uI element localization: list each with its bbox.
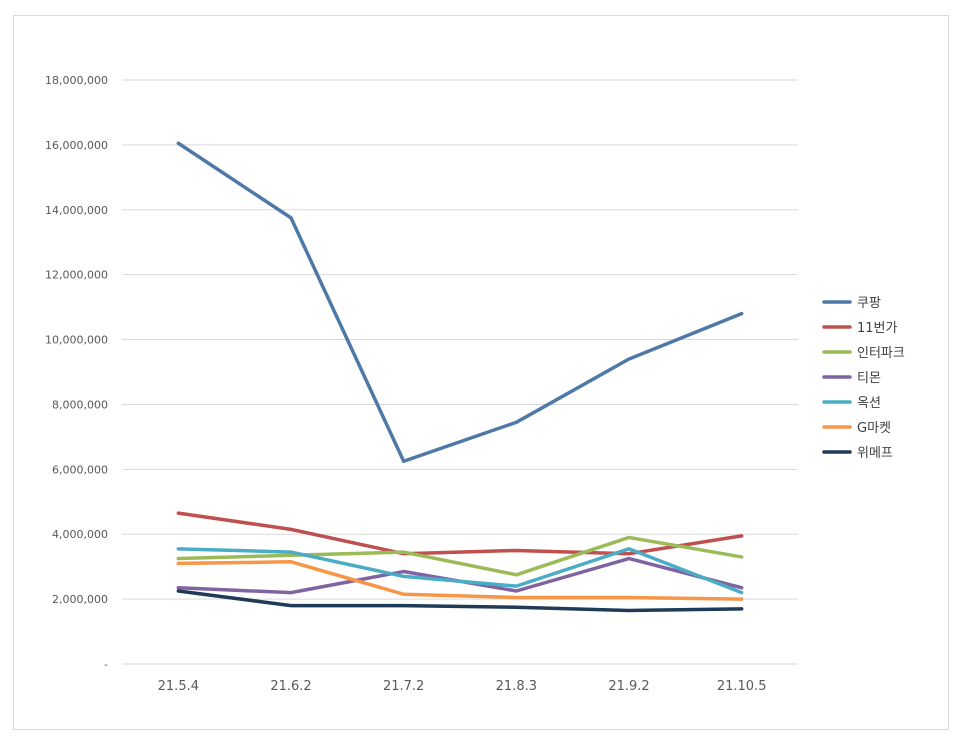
x-tick-label: 21.8.3 (496, 679, 537, 694)
y-tick-label: 4,000,000 (52, 528, 108, 541)
y-tick-label: 14,000,000 (45, 204, 108, 217)
y-axis-tick-labels: - 2,000,000 4,000,000 6,000,000 8,000,000 10,… (45, 74, 108, 671)
x-tick-label: 21.9.2 (608, 679, 649, 694)
y-tick-label: 12,000,000 (45, 269, 108, 282)
legend-label: 티몬 (857, 371, 881, 386)
y-tick-label: 2,000,000 (52, 593, 108, 606)
legend-label: G마켓 (857, 421, 891, 436)
series-line (176, 589, 744, 613)
series-line (176, 535, 744, 577)
series-line (176, 560, 744, 601)
y-tick-label: - (104, 658, 108, 671)
legend-label: 위메프 (857, 446, 893, 461)
y-tick-label: 8,000,000 (52, 398, 108, 411)
legend-label: 인터파크 (857, 346, 905, 361)
y-tick-label: 6,000,000 (52, 463, 108, 476)
x-tick-label: 21.10.5 (717, 679, 767, 694)
x-tick-label: 21.7.2 (383, 679, 424, 694)
x-axis-tick-labels: 21.5.4 21.6.2 21.7.2 21.8.3 21.9.2 21.10.5 (158, 679, 767, 694)
series-line (176, 141, 744, 463)
y-tick-label: 10,000,000 (45, 334, 108, 347)
y-tick-label: 16,000,000 (45, 139, 108, 152)
series-lines (176, 141, 744, 613)
y-tick-label: 18,000,000 (45, 74, 108, 87)
series-line (176, 511, 744, 556)
legend-label: 옥션 (857, 396, 881, 411)
x-tick-label: 21.5.4 (158, 679, 199, 694)
legend-label: 11번가 (857, 321, 898, 336)
series-line (176, 547, 744, 595)
chart-frame (13, 15, 949, 730)
x-tick-label: 21.6.2 (270, 679, 311, 694)
legend-label: 쿠팡 (857, 296, 881, 311)
